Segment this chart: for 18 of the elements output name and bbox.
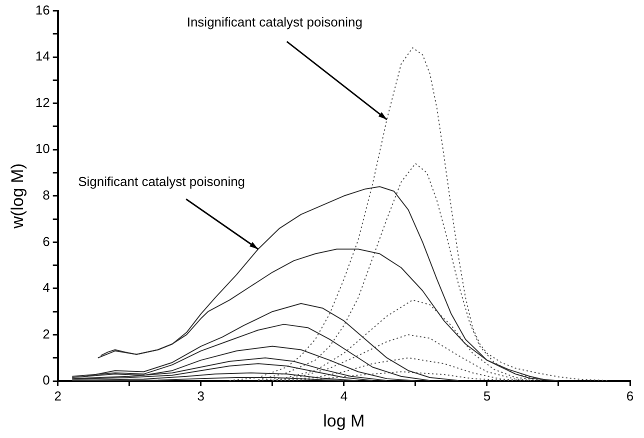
y-tick-label: 16: [35, 2, 50, 18]
y-tick-label: 10: [35, 141, 50, 156]
y-tick-label: 8: [42, 187, 50, 202]
y-tick-label: 2: [42, 326, 50, 342]
y-tick-label: 14: [35, 48, 50, 64]
x-tick-label: 5: [483, 388, 491, 404]
x-tick-label: 4: [340, 388, 348, 404]
annotation: Insignificant catalyst poisoning: [186, 14, 362, 30]
x-tick-label: 2: [54, 388, 62, 404]
y-tick-label: 4: [42, 280, 50, 296]
y-tick-label: 12: [35, 94, 50, 110]
x-tick-label: 6: [626, 388, 634, 404]
y-tick-label: 6: [42, 234, 50, 249]
y-tick-label: 0: [42, 372, 50, 388]
x-tick-label: 3: [197, 388, 205, 404]
x-axis-title: log M: [323, 411, 365, 430]
annotation: Significant catalyst poisoning: [78, 174, 246, 190]
y-axis-title: w(log M): [8, 163, 27, 230]
